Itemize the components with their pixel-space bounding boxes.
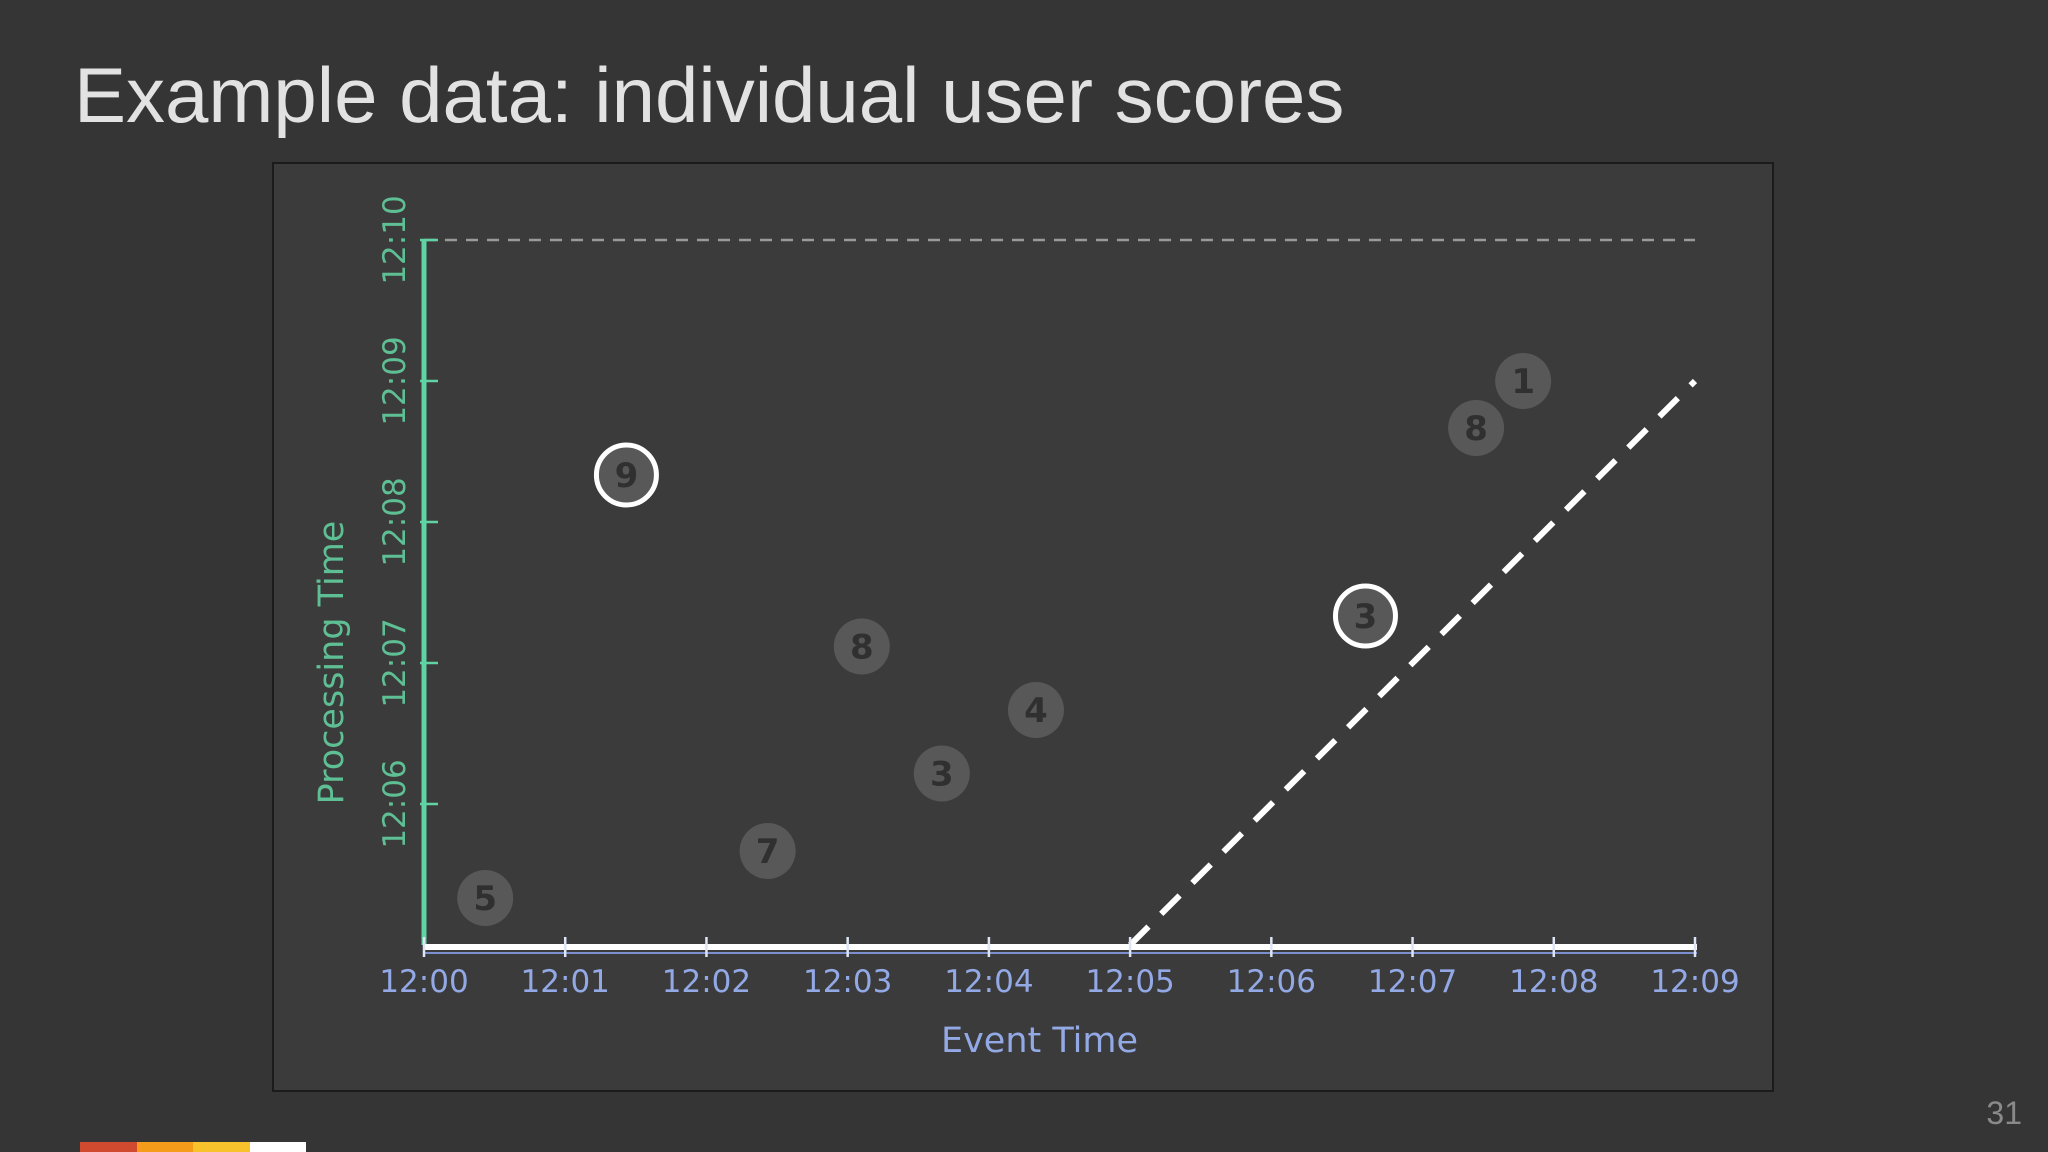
point-score-label: 1 (1511, 362, 1535, 402)
point-score-label: 7 (756, 832, 780, 872)
point-marker (593, 442, 659, 508)
point-marker (457, 870, 514, 926)
y-tick-labels: 12:06 12:07 12:08 12:09 12:10 (377, 195, 413, 848)
point-score-label: 8 (850, 628, 874, 668)
score-point: 1 (1495, 353, 1552, 409)
x-tick-label: 12:05 (1085, 964, 1174, 1000)
x-tick-label: 12:01 (521, 964, 610, 1000)
point-marker (1007, 682, 1064, 738)
point-marker (1332, 583, 1398, 649)
watermark-dashed-line (1127, 378, 1698, 948)
x-tick-label: 12:04 (944, 964, 1033, 1000)
axes (420, 238, 1697, 957)
score-point: 3 (913, 745, 970, 802)
x-tick-label: 12:06 (1227, 964, 1316, 1000)
point-score-label: 4 (1024, 691, 1048, 731)
y-axis-title: Processing Time (312, 521, 352, 805)
point-score-label: 9 (615, 456, 639, 496)
score-point: 7 (739, 823, 796, 879)
point-marker (1495, 353, 1552, 409)
x-tick-label: 12:08 (1509, 964, 1598, 1000)
point-score-label: 3 (930, 754, 954, 794)
x-axis-title: Event Time (941, 1021, 1138, 1061)
point-marker (833, 618, 890, 675)
y-tick-label: 12:10 (377, 195, 413, 284)
chart-frame: 12:00 12:01 12:02 12:03 12:04 12:05 12:06 12:07… (272, 162, 1774, 1092)
y-tick-label: 12:09 (377, 336, 413, 425)
brand-color-segment (136, 1142, 193, 1152)
x-tick-label: 12:07 (1368, 964, 1457, 1000)
brand-color-segment (249, 1142, 306, 1152)
score-point: 8 (833, 618, 890, 675)
page-number: 31 (1986, 1095, 2022, 1131)
x-tick-label: 12:00 (379, 964, 468, 1000)
highlighted-score-point: 3 (1332, 583, 1398, 649)
brand-color-bar (80, 1142, 306, 1152)
highlighted-score-point: 9 (593, 442, 659, 508)
point-marker (913, 745, 970, 802)
brand-color-segment (193, 1142, 250, 1152)
x-tick-labels: 12:00 12:01 12:02 12:03 12:04 12:05 12:06 12:07… (379, 964, 1739, 1000)
score-point: 4 (1007, 682, 1064, 738)
x-tick-label: 12:03 (803, 964, 892, 1000)
point-score-label: 5 (473, 879, 497, 919)
score-point: 5 (457, 870, 514, 926)
point-score-label: 8 (1464, 409, 1488, 449)
score-point: 8 (1448, 400, 1505, 456)
scatter-chart: 12:00 12:01 12:02 12:03 12:04 12:05 12:06 12:07… (312, 195, 1740, 1061)
reference-lines (424, 238, 1698, 948)
slide-title: Example data: individual user scores (74, 51, 1345, 139)
brand-color-segment (80, 1142, 137, 1152)
point-marker (739, 823, 796, 879)
y-tick-label: 12:06 (377, 759, 413, 848)
point-score-label: 3 (1354, 597, 1378, 637)
y-tick-label: 12:07 (377, 618, 413, 707)
point-marker (1448, 400, 1505, 456)
x-tick-label: 12:02 (662, 964, 751, 1000)
x-tick-label: 12:09 (1650, 964, 1739, 1000)
y-tick-label: 12:08 (377, 477, 413, 566)
